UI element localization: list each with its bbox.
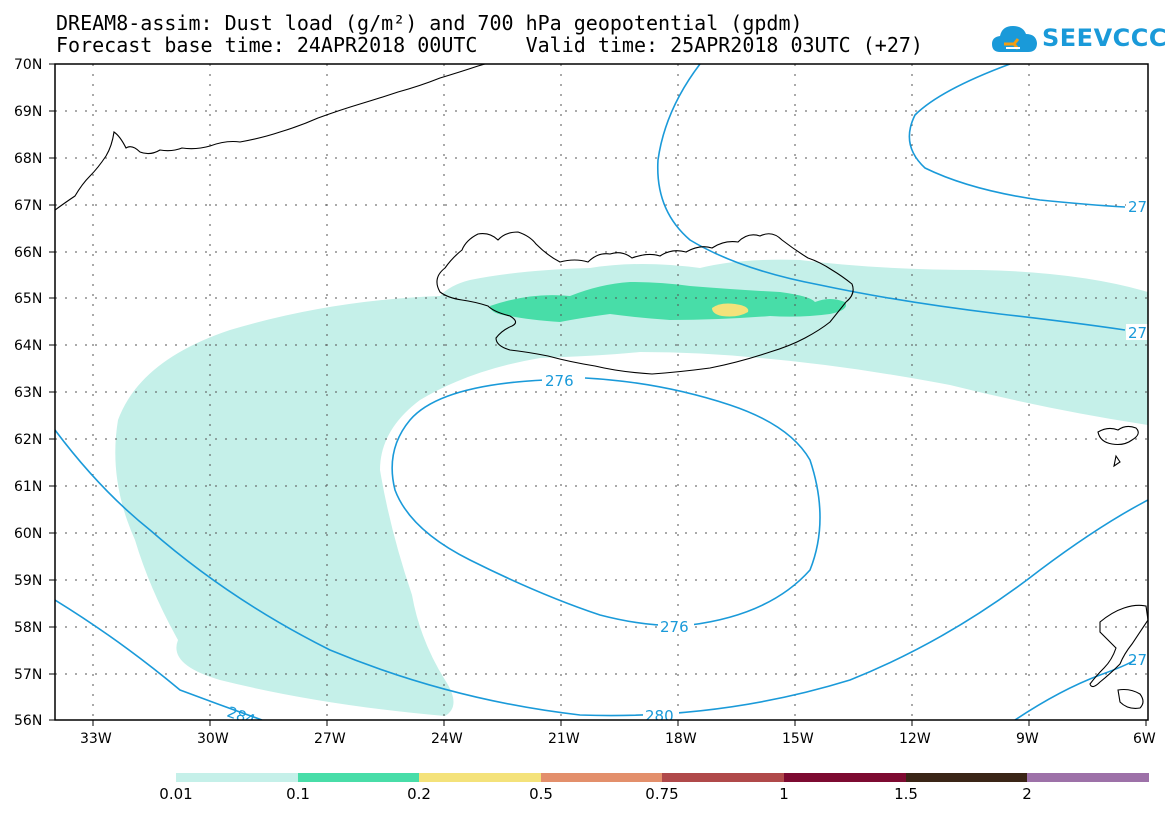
map-gridlines (55, 64, 1148, 720)
map-title-line2: Forecast base time: 24APR2018 00UTC Vali… (56, 33, 923, 57)
colorbar-label: 0.5 (529, 785, 553, 803)
colorbar-label: 0.01 (159, 785, 193, 803)
lon-label: 24W (431, 731, 463, 747)
lon-label: 33W (80, 731, 112, 747)
lat-label: 64N (14, 338, 42, 354)
contour-label: 27 (1128, 651, 1147, 669)
contour-iceland (656, 64, 1126, 331)
colorbar-swatch (176, 773, 298, 782)
lon-label: 12W (899, 731, 931, 747)
lon-label: 15W (782, 731, 814, 747)
latitude-labels: 70N 69N 68N 67N 66N 65N 64N 63N 62N 61N … (14, 57, 42, 729)
faroe-coastline (1097, 425, 1139, 468)
contour-label: 27 (1128, 198, 1147, 216)
lat-label: 65N (14, 291, 42, 307)
contour-276-low (391, 377, 821, 627)
contour-280 (55, 429, 1148, 717)
dust-region-medium (490, 282, 846, 322)
lat-label: 56N (14, 713, 42, 729)
contour-southeast (1014, 659, 1136, 720)
dust-region-light (115, 259, 1148, 716)
contour-label: 276 (545, 372, 574, 390)
contour-label: 284 (225, 703, 258, 730)
lat-label: 60N (14, 526, 42, 542)
colorbar-swatch (1027, 773, 1149, 782)
dust-region-high (712, 303, 749, 317)
contour-label: 280 (645, 707, 674, 725)
longitude-labels: 33W 30W 27W 24W 21W 18W 15W 12W 9W 6W (80, 731, 1156, 747)
seevccc-logo: SEEVCCC (990, 20, 1167, 60)
lat-label: 66N (14, 245, 42, 261)
lat-label: 70N (14, 57, 42, 73)
colorbar-label: 1 (779, 785, 789, 803)
colorbar-swatch (419, 773, 541, 782)
lat-label: 68N (14, 151, 42, 167)
colorbar-swatch (784, 773, 906, 782)
colorbar-swatch (662, 773, 784, 782)
colorbar-swatch (298, 773, 419, 782)
colorbar-swatch (906, 773, 1027, 782)
lat-label: 67N (14, 198, 42, 214)
lat-label: 61N (14, 479, 42, 495)
lon-label: 30W (197, 731, 229, 747)
contour-label: 27 (1128, 324, 1147, 342)
contour-northeast (908, 64, 1126, 208)
colorbar-label: 2 (1022, 785, 1032, 803)
iceland-coastline (436, 231, 854, 375)
lat-label: 62N (14, 432, 42, 448)
geopotential-contours (55, 64, 1148, 720)
scotland-coastline (1089, 604, 1148, 709)
lon-label: 27W (314, 731, 346, 747)
lat-label: 57N (14, 667, 42, 683)
colorbar-label: 0.2 (407, 785, 431, 803)
colorbar-label: 0.1 (286, 785, 310, 803)
axis-ticks (49, 63, 1147, 726)
lon-label: 21W (548, 731, 580, 747)
lon-label: 9W (1016, 731, 1039, 747)
logo-text: SEEVCCC (1042, 24, 1167, 52)
lon-label: 18W (665, 731, 697, 747)
colorbar-label: 1.5 (894, 785, 918, 803)
greenland-coastline (55, 64, 486, 211)
contour-labels: 276 276 280 284 27 27 27 (225, 198, 1148, 730)
colorbar-swatch (541, 773, 662, 782)
contour-284 (55, 599, 263, 720)
map-title-line1: DREAM8-assim: Dust load (g/m²) and 700 h… (56, 11, 803, 35)
contour-label: 276 (660, 618, 689, 636)
lat-label: 63N (14, 385, 42, 401)
cloud-logo-icon (992, 26, 1037, 52)
colorbar-label: 0.75 (645, 785, 679, 803)
lon-label: 6W (1133, 731, 1156, 747)
lat-label: 58N (14, 620, 42, 636)
coastlines (55, 64, 1148, 709)
lat-label: 59N (14, 573, 42, 589)
lat-label: 69N (14, 104, 42, 120)
